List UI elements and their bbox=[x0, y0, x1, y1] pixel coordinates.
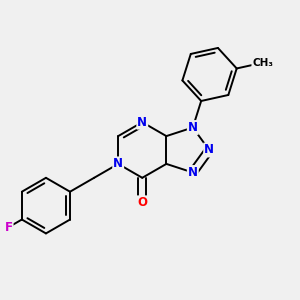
Text: O: O bbox=[137, 196, 147, 209]
Text: N: N bbox=[137, 116, 147, 129]
Text: CH₃: CH₃ bbox=[252, 58, 273, 68]
Text: N: N bbox=[188, 121, 198, 134]
Text: N: N bbox=[113, 158, 123, 170]
Text: N: N bbox=[204, 143, 214, 157]
Text: F: F bbox=[4, 221, 13, 234]
Text: N: N bbox=[188, 166, 198, 179]
